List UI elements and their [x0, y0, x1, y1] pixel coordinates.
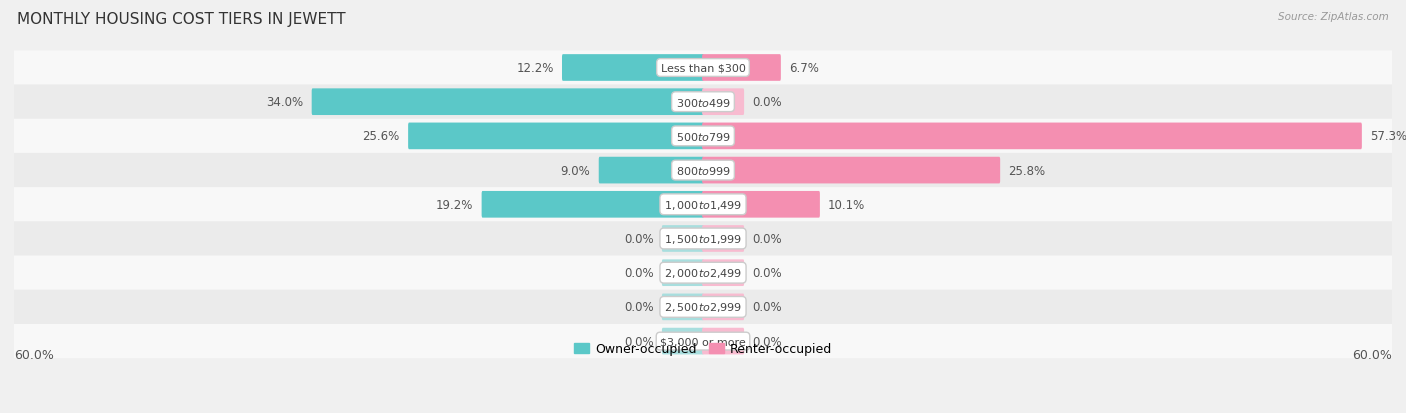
- Text: 0.0%: 0.0%: [752, 96, 782, 109]
- FancyBboxPatch shape: [702, 192, 820, 218]
- FancyBboxPatch shape: [312, 89, 704, 116]
- FancyBboxPatch shape: [599, 157, 704, 184]
- FancyBboxPatch shape: [0, 290, 1406, 324]
- FancyBboxPatch shape: [0, 51, 1406, 85]
- FancyBboxPatch shape: [0, 324, 1406, 358]
- FancyBboxPatch shape: [702, 89, 744, 116]
- FancyBboxPatch shape: [482, 192, 704, 218]
- FancyBboxPatch shape: [702, 157, 1000, 184]
- Text: Source: ZipAtlas.com: Source: ZipAtlas.com: [1278, 12, 1389, 22]
- Text: 0.0%: 0.0%: [752, 233, 782, 245]
- Text: 10.1%: 10.1%: [828, 198, 866, 211]
- FancyBboxPatch shape: [702, 294, 744, 320]
- FancyBboxPatch shape: [0, 188, 1406, 222]
- Text: $500 to $799: $500 to $799: [675, 131, 731, 142]
- FancyBboxPatch shape: [702, 123, 1362, 150]
- Text: 60.0%: 60.0%: [1353, 348, 1392, 361]
- FancyBboxPatch shape: [662, 294, 704, 320]
- Text: $800 to $999: $800 to $999: [675, 165, 731, 177]
- FancyBboxPatch shape: [702, 328, 744, 355]
- Text: Less than $300: Less than $300: [661, 63, 745, 74]
- Text: 9.0%: 9.0%: [561, 164, 591, 177]
- FancyBboxPatch shape: [562, 55, 704, 82]
- FancyBboxPatch shape: [0, 256, 1406, 290]
- Text: 25.8%: 25.8%: [1008, 164, 1046, 177]
- Text: 12.2%: 12.2%: [516, 62, 554, 75]
- FancyBboxPatch shape: [0, 154, 1406, 188]
- Text: 0.0%: 0.0%: [752, 301, 782, 313]
- Text: $1,500 to $1,999: $1,500 to $1,999: [664, 233, 742, 245]
- Text: 0.0%: 0.0%: [624, 335, 654, 348]
- Text: 6.7%: 6.7%: [789, 62, 818, 75]
- FancyBboxPatch shape: [408, 123, 704, 150]
- Text: 25.6%: 25.6%: [363, 130, 399, 143]
- Text: 60.0%: 60.0%: [14, 348, 53, 361]
- FancyBboxPatch shape: [702, 260, 744, 286]
- Legend: Owner-occupied, Renter-occupied: Owner-occupied, Renter-occupied: [568, 337, 838, 361]
- FancyBboxPatch shape: [662, 260, 704, 286]
- FancyBboxPatch shape: [0, 85, 1406, 119]
- Text: $300 to $499: $300 to $499: [675, 97, 731, 109]
- FancyBboxPatch shape: [662, 225, 704, 252]
- Text: 34.0%: 34.0%: [266, 96, 304, 109]
- FancyBboxPatch shape: [702, 225, 744, 252]
- FancyBboxPatch shape: [662, 328, 704, 355]
- Text: 0.0%: 0.0%: [624, 266, 654, 280]
- Text: 57.3%: 57.3%: [1369, 130, 1406, 143]
- Text: 0.0%: 0.0%: [624, 301, 654, 313]
- Text: $2,500 to $2,999: $2,500 to $2,999: [664, 301, 742, 313]
- Text: 0.0%: 0.0%: [752, 266, 782, 280]
- Text: 0.0%: 0.0%: [752, 335, 782, 348]
- Text: 0.0%: 0.0%: [624, 233, 654, 245]
- Text: 19.2%: 19.2%: [436, 198, 474, 211]
- Text: $1,000 to $1,499: $1,000 to $1,499: [664, 198, 742, 211]
- FancyBboxPatch shape: [0, 119, 1406, 154]
- Text: $3,000 or more: $3,000 or more: [661, 336, 745, 346]
- Text: $2,000 to $2,499: $2,000 to $2,499: [664, 266, 742, 280]
- FancyBboxPatch shape: [0, 222, 1406, 256]
- FancyBboxPatch shape: [702, 55, 780, 82]
- Text: MONTHLY HOUSING COST TIERS IN JEWETT: MONTHLY HOUSING COST TIERS IN JEWETT: [17, 12, 346, 27]
